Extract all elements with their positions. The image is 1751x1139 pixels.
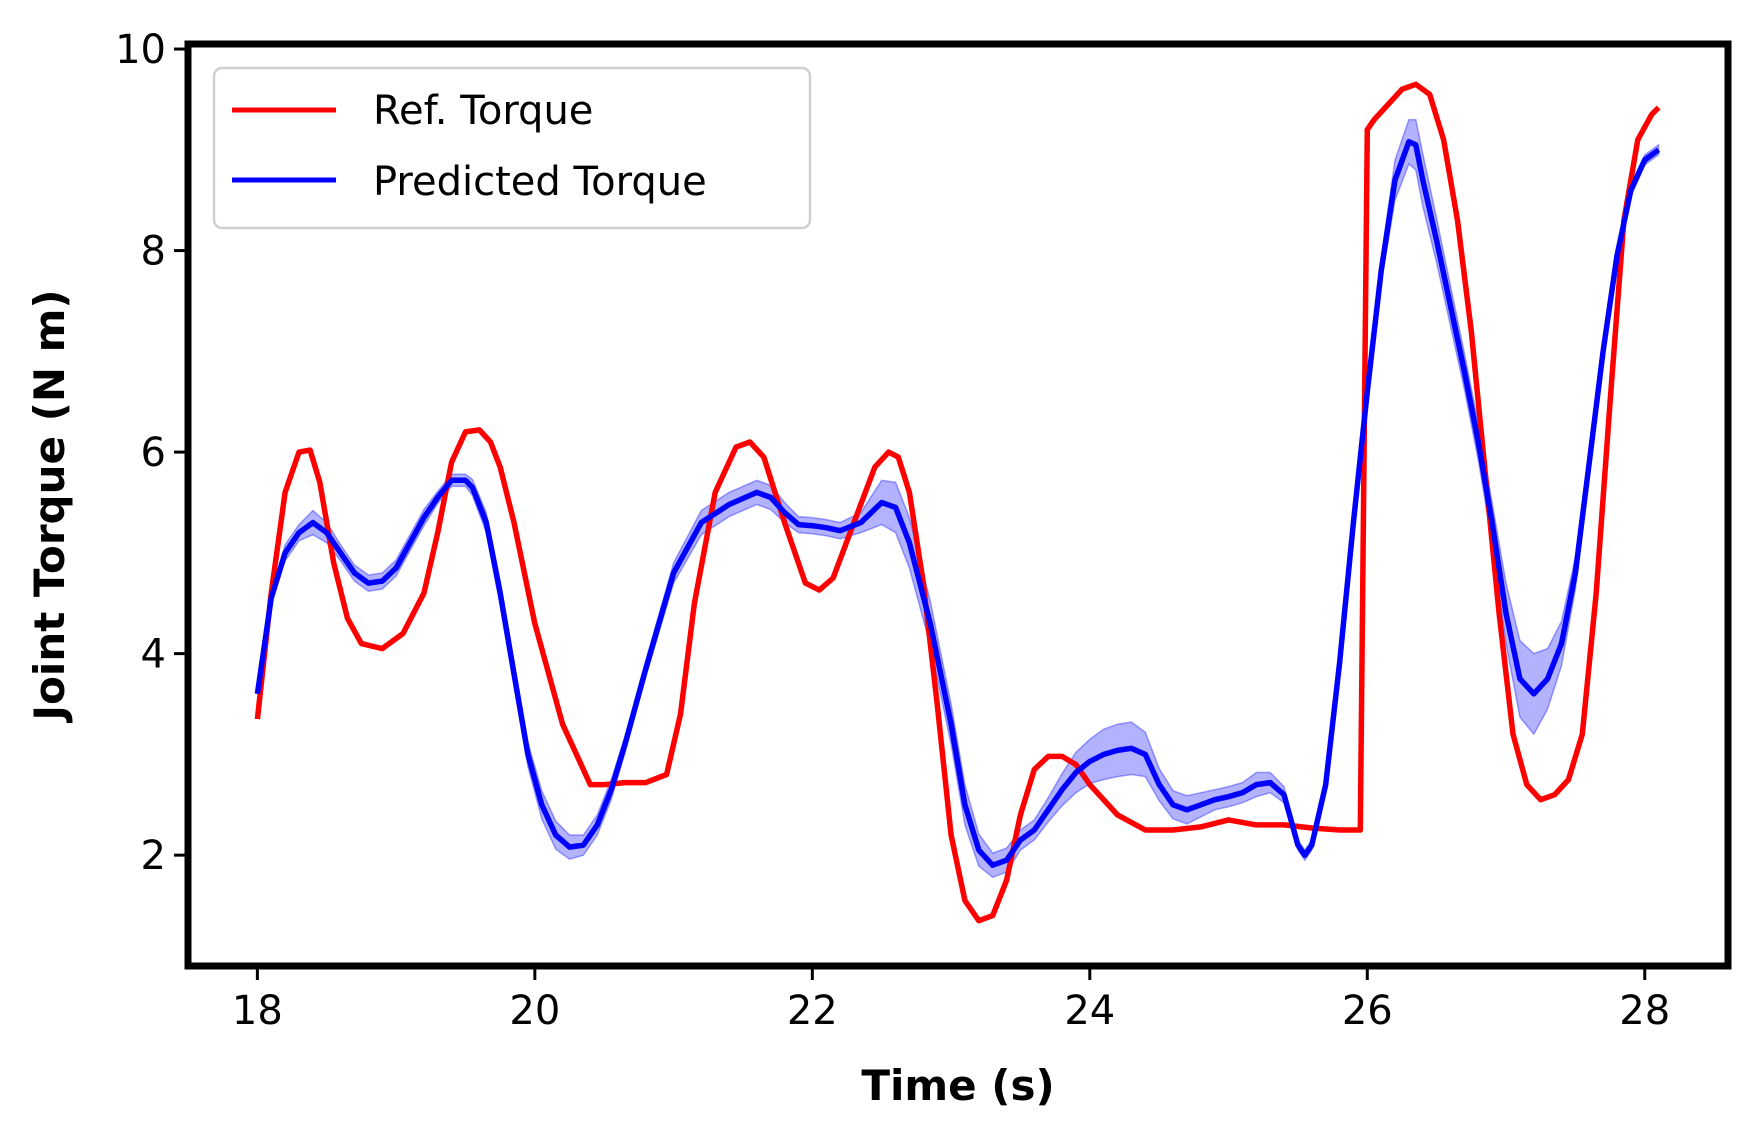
- legend-box: [212, 66, 812, 230]
- x-axis-ticks: 18 20 22 24 26 28: [232, 969, 1670, 1034]
- y-tick-label: 10: [115, 27, 166, 73]
- legend: Ref. Torque Predicted Torque: [212, 66, 812, 230]
- x-tick-label: 18: [232, 988, 283, 1034]
- x-tick-label: 20: [509, 988, 560, 1034]
- x-tick-label: 28: [1619, 988, 1670, 1034]
- legend-label-ref-torque: Ref. Torque: [373, 88, 593, 134]
- y-tick-label: 8: [141, 229, 166, 275]
- series-layer: [254, 81, 1661, 924]
- series-line-ref-torque: [254, 81, 1661, 924]
- series-line-predicted-torque: [254, 138, 1661, 868]
- legend-label-predicted-torque: Predicted Torque: [373, 159, 707, 205]
- y-axis-title: Joint Torque (N m): [25, 289, 74, 723]
- y-tick-label: 6: [141, 430, 166, 476]
- y-axis-ticks: 2 4 6 8 10: [115, 27, 185, 879]
- y-tick-label: 4: [141, 632, 166, 678]
- plot-frame: [184, 40, 1732, 970]
- x-tick-label: 26: [1342, 988, 1393, 1034]
- x-tick-label: 22: [787, 988, 838, 1034]
- x-axis-title: Time (s): [861, 1061, 1054, 1110]
- y-tick-label: 2: [141, 833, 166, 879]
- x-tick-label: 24: [1064, 988, 1115, 1034]
